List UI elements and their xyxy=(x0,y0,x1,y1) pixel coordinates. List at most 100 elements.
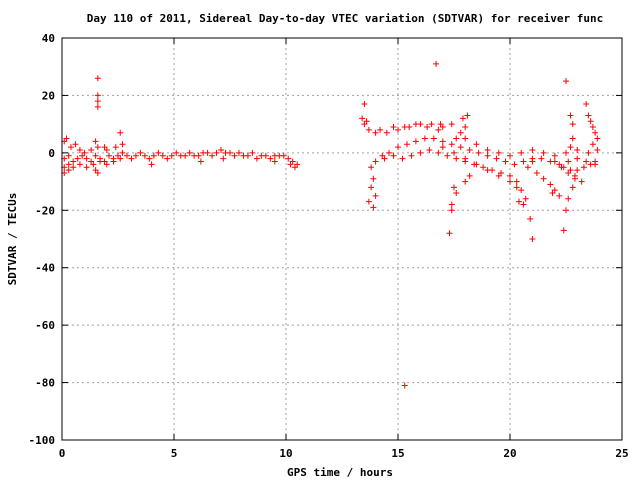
data-point xyxy=(569,184,576,191)
data-point xyxy=(565,158,572,165)
x-tick-label: 5 xyxy=(171,447,178,460)
data-point xyxy=(235,149,242,156)
x-axis-label: GPS time / hours xyxy=(287,466,393,479)
data-point xyxy=(267,155,274,162)
data-point xyxy=(462,178,469,185)
data-point xyxy=(565,195,572,202)
data-point xyxy=(81,149,88,156)
data-point xyxy=(580,164,587,171)
data-point xyxy=(424,124,431,131)
grid-lines xyxy=(62,38,622,440)
data-point xyxy=(287,161,294,168)
data-point xyxy=(92,138,99,145)
data-point xyxy=(433,60,440,67)
data-point xyxy=(94,169,101,176)
data-point xyxy=(585,149,592,156)
data-point xyxy=(493,155,500,162)
data-point xyxy=(502,158,509,165)
data-point xyxy=(571,172,578,179)
data-point xyxy=(466,172,473,179)
data-point xyxy=(540,175,547,182)
data-point xyxy=(94,103,101,110)
data-point xyxy=(495,149,502,156)
data-point xyxy=(291,164,298,171)
data-point xyxy=(244,152,251,159)
data-point xyxy=(218,146,225,153)
data-point xyxy=(451,149,457,156)
data-point xyxy=(529,158,536,165)
data-point xyxy=(83,164,90,171)
data-point xyxy=(186,149,193,156)
data-point xyxy=(589,124,596,131)
data-point xyxy=(377,126,384,133)
data-point xyxy=(401,124,408,131)
data-point xyxy=(567,167,574,174)
data-point xyxy=(70,164,77,171)
data-point xyxy=(567,144,574,151)
data-point xyxy=(370,175,377,182)
data-point xyxy=(155,149,162,156)
data-point xyxy=(583,101,590,108)
data-point xyxy=(106,152,113,159)
data-point xyxy=(551,158,558,165)
data-point xyxy=(213,149,220,156)
data-point xyxy=(448,141,455,148)
data-point xyxy=(76,161,83,168)
data-point xyxy=(146,155,153,162)
data-point xyxy=(574,146,581,153)
data-point xyxy=(484,152,491,159)
data-point xyxy=(453,155,460,162)
data-point xyxy=(484,167,491,174)
data-point xyxy=(462,155,469,162)
data-point xyxy=(529,236,536,242)
data-point xyxy=(563,149,569,156)
data-point xyxy=(63,135,70,142)
data-point xyxy=(390,124,397,131)
data-point xyxy=(117,155,124,162)
data-point xyxy=(399,155,406,162)
data-point xyxy=(132,152,139,159)
data-point xyxy=(549,190,556,197)
data-point xyxy=(249,149,256,156)
data-point xyxy=(123,152,130,159)
data-point xyxy=(119,141,126,148)
data-point xyxy=(204,149,211,156)
data-point xyxy=(513,178,520,185)
data-point xyxy=(168,152,175,159)
y-axis: -100 -80 -60 -40 -20 0 20 40 xyxy=(29,32,622,447)
data-point xyxy=(444,152,451,159)
data-point xyxy=(271,158,278,165)
data-point xyxy=(195,152,202,159)
data-point xyxy=(372,158,379,165)
y-tick-label: -80 xyxy=(35,377,55,390)
data-point xyxy=(567,112,574,119)
data-point xyxy=(148,161,155,168)
y-tick-label: -40 xyxy=(35,262,55,275)
chart-title: Day 110 of 2011, Sidereal Day-to-day VTE… xyxy=(87,12,604,25)
y-tick-label: -100 xyxy=(29,434,56,447)
data-point xyxy=(507,178,513,185)
data-point xyxy=(231,152,238,159)
data-point xyxy=(457,129,464,136)
data-point xyxy=(569,135,576,142)
data-point xyxy=(119,149,126,156)
data-point xyxy=(253,155,260,162)
data-point xyxy=(94,75,101,82)
data-point xyxy=(88,146,95,153)
data-point xyxy=(159,152,166,159)
data-point xyxy=(464,112,471,119)
x-tick-label: 10 xyxy=(279,447,292,460)
data-point xyxy=(507,152,513,159)
data-point xyxy=(495,172,502,179)
data-point xyxy=(209,152,216,159)
data-point xyxy=(197,158,204,165)
y-tick-label: 20 xyxy=(42,89,55,102)
x-tick-label: 0 xyxy=(59,447,66,460)
data-point xyxy=(513,184,520,191)
data-point xyxy=(97,158,104,165)
data-point xyxy=(395,144,401,151)
data-point xyxy=(462,135,469,142)
data-point xyxy=(363,118,370,125)
data-point xyxy=(522,195,529,202)
data-point xyxy=(569,121,576,128)
